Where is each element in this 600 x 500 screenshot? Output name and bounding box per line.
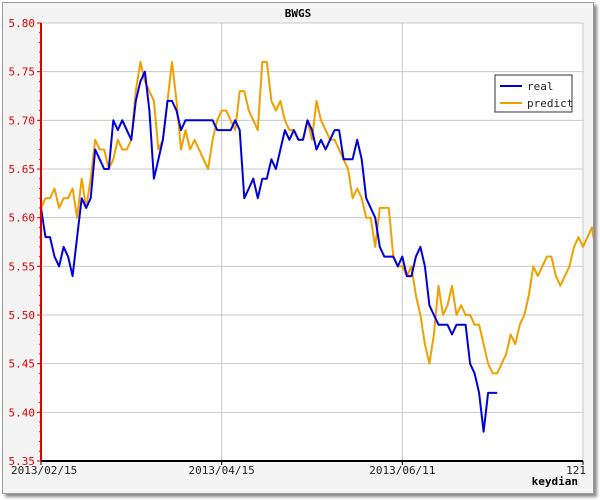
- x-tick-label: 2013/02/15: [11, 464, 77, 477]
- y-tick-label: 5.80: [9, 17, 36, 30]
- y-tick-label: 5.45: [9, 358, 36, 371]
- grid-lines: [41, 22, 584, 461]
- x-tick-label: 2013/04/15: [189, 464, 255, 477]
- axes: [37, 22, 584, 465]
- series-line-predict: [40, 60, 593, 375]
- chart-title: BWGS: [285, 7, 312, 20]
- tick-labels: 5.35 5.40 5.45 5.50 5.55 5.60 5.65 5.70 5.75 5.80…: [9, 17, 587, 477]
- series-line-real: [40, 70, 498, 433]
- legend: real predict: [494, 74, 573, 113]
- chart-frame: 5.35 5.40 5.45 5.50 5.55 5.60 5.65 5.70 5.75 5.80…: [2, 2, 594, 494]
- y-tick-label: 5.55: [9, 260, 36, 273]
- watermark-label: keydian: [532, 475, 578, 488]
- x-tick-label: 2013/06/11: [369, 464, 435, 477]
- legend-label-predict: predict: [527, 97, 573, 110]
- y-tick-label: 5.65: [9, 163, 36, 176]
- bwgs-line-chart: 5.35 5.40 5.45 5.50 5.55 5.60 5.65 5.70 5.75 5.80…: [9, 7, 593, 488]
- y-tick-label: 5.75: [9, 66, 36, 79]
- plot-area: [41, 23, 583, 461]
- y-tick-label: 5.70: [9, 114, 36, 127]
- series-lines: [40, 60, 593, 433]
- y-tick-label: 5.35: [9, 455, 36, 468]
- legend-label-real: real: [527, 80, 554, 93]
- y-tick-label: 5.50: [9, 309, 36, 322]
- y-tick-label: 5.40: [9, 406, 36, 419]
- legend-box: [494, 74, 573, 113]
- y-tick-label: 5.60: [9, 212, 36, 225]
- x-tick-label: 121: [566, 464, 586, 477]
